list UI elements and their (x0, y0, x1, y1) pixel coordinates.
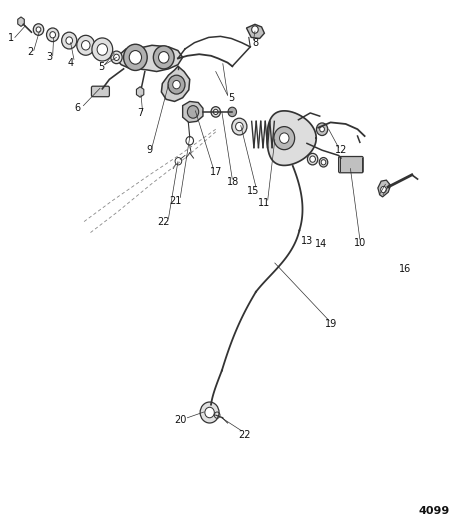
Circle shape (213, 109, 218, 115)
Text: 7: 7 (137, 108, 143, 118)
Circle shape (319, 158, 328, 167)
Circle shape (321, 160, 326, 165)
Text: 4: 4 (68, 58, 73, 68)
Circle shape (274, 127, 295, 150)
Text: 14: 14 (315, 239, 327, 249)
Text: 22: 22 (157, 217, 170, 227)
Polygon shape (182, 102, 203, 123)
Text: 6: 6 (74, 103, 80, 113)
Circle shape (205, 407, 214, 418)
Text: 21: 21 (169, 196, 182, 206)
Text: 16: 16 (399, 264, 411, 274)
Text: 19: 19 (325, 319, 337, 329)
Circle shape (308, 154, 318, 165)
Circle shape (173, 80, 180, 89)
Text: 10: 10 (354, 238, 366, 248)
Polygon shape (161, 66, 190, 102)
Circle shape (280, 133, 289, 144)
Circle shape (114, 54, 119, 60)
FancyBboxPatch shape (91, 86, 109, 97)
Text: 11: 11 (258, 198, 271, 208)
Text: 2: 2 (27, 47, 33, 57)
Polygon shape (137, 87, 144, 97)
Text: 20: 20 (174, 416, 186, 426)
Text: 9: 9 (146, 145, 152, 155)
Text: 5: 5 (98, 62, 104, 72)
Circle shape (236, 123, 243, 131)
Circle shape (319, 127, 324, 132)
Circle shape (62, 32, 77, 49)
Circle shape (310, 156, 316, 163)
Circle shape (46, 28, 59, 42)
Text: 15: 15 (247, 186, 260, 196)
Text: 3: 3 (46, 53, 52, 63)
Circle shape (232, 118, 247, 135)
Circle shape (66, 37, 73, 44)
Circle shape (77, 35, 95, 55)
Polygon shape (267, 111, 316, 165)
Circle shape (124, 44, 147, 70)
Circle shape (111, 51, 122, 64)
Circle shape (168, 75, 185, 94)
Text: 4099: 4099 (419, 506, 450, 516)
FancyBboxPatch shape (338, 157, 363, 173)
Circle shape (50, 32, 55, 38)
Text: 22: 22 (238, 430, 250, 440)
Circle shape (200, 402, 219, 423)
Text: 5: 5 (228, 93, 235, 103)
Polygon shape (378, 180, 391, 197)
Text: 12: 12 (335, 145, 347, 155)
Circle shape (82, 41, 90, 50)
Circle shape (211, 107, 220, 117)
Text: 17: 17 (210, 167, 222, 177)
Polygon shape (246, 24, 264, 38)
Text: 18: 18 (227, 177, 239, 187)
Polygon shape (117, 45, 182, 72)
Polygon shape (18, 17, 24, 26)
Circle shape (33, 24, 44, 35)
Circle shape (154, 46, 174, 69)
Circle shape (228, 107, 237, 117)
Text: 8: 8 (253, 38, 259, 48)
Circle shape (381, 186, 386, 193)
Circle shape (97, 44, 108, 55)
Circle shape (36, 27, 41, 32)
Circle shape (158, 52, 169, 63)
Circle shape (129, 50, 142, 64)
Circle shape (187, 106, 199, 118)
Text: 1: 1 (8, 34, 14, 44)
Text: 13: 13 (301, 236, 313, 246)
Circle shape (252, 26, 258, 33)
Circle shape (92, 38, 113, 61)
Circle shape (317, 123, 328, 136)
